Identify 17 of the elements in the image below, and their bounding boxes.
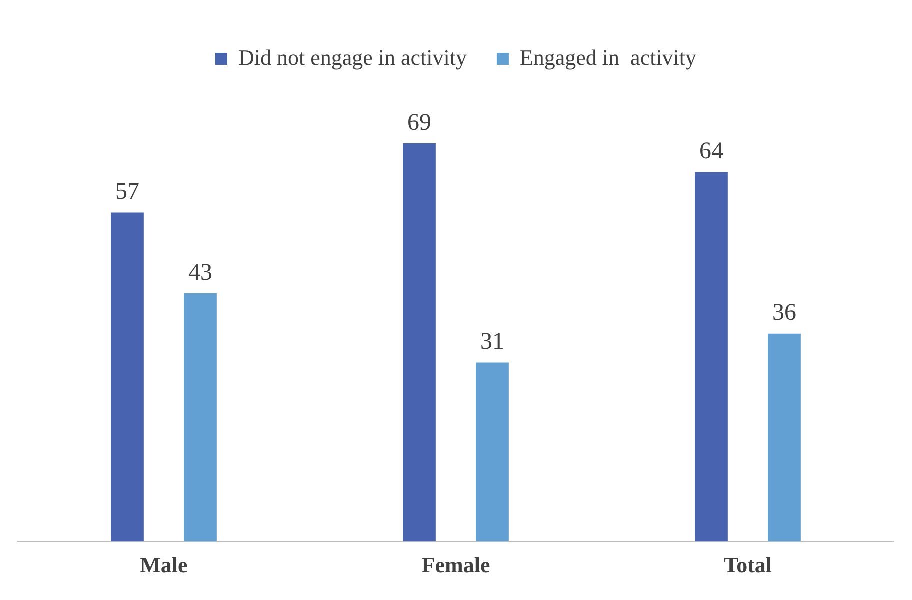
- x-tick-label: Total: [724, 552, 772, 578]
- bar: [184, 293, 217, 542]
- bar: [111, 212, 144, 542]
- legend-label: Engaged in activity: [520, 44, 697, 70]
- x-tick-label: Female: [422, 552, 490, 578]
- bar: [695, 172, 728, 542]
- data-label: 31: [480, 329, 504, 356]
- bar: [403, 143, 436, 542]
- data-label: 57: [116, 179, 140, 206]
- x-tick-label: Male: [140, 552, 188, 578]
- data-label: 69: [408, 110, 432, 136]
- bar: [768, 334, 801, 542]
- data-label: 64: [700, 138, 724, 165]
- data-label: 36: [772, 300, 796, 326]
- data-label: 43: [188, 260, 212, 286]
- bar: [476, 362, 509, 542]
- legend-label: Did not engage in activity: [238, 44, 467, 70]
